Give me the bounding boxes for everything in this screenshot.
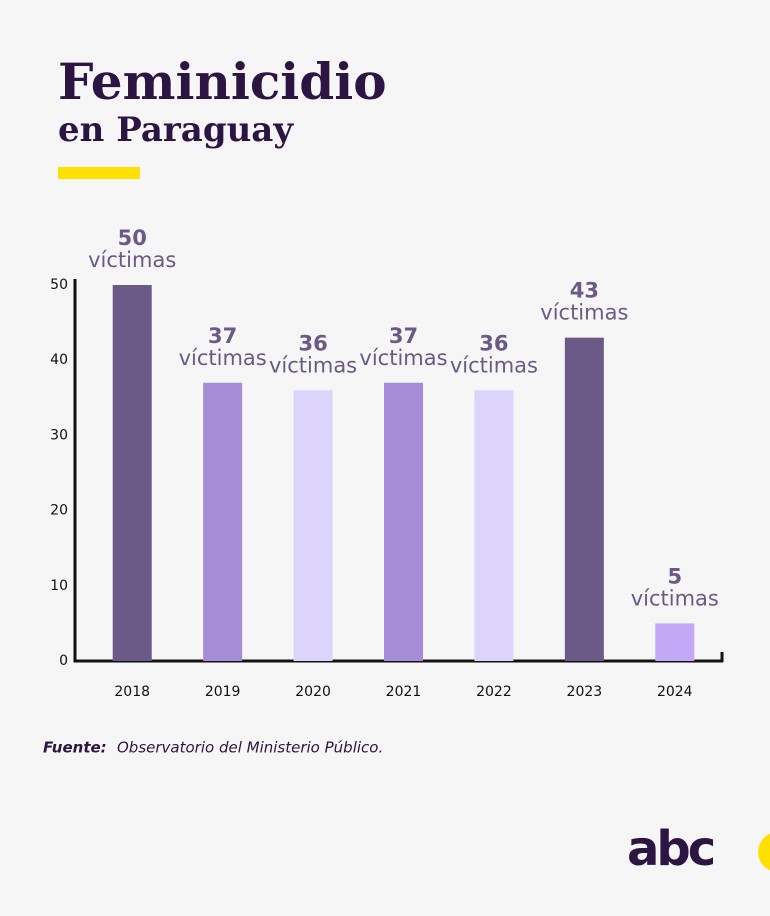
bar [474,390,514,661]
value-unit: víctimas [450,353,538,377]
y-tick-label: 40 [50,352,68,368]
y-tick-label: 50 [50,277,68,293]
x-tick-label: 2024 [657,684,693,700]
x-tick-label: 2018 [114,684,150,700]
value-label: 37 [389,324,418,348]
accent-bar [58,167,140,179]
source-text: Observatorio del Ministerio Público. [117,739,383,757]
chart-subtitle: en Paraguay [58,110,294,150]
x-tick-label: 2020 [295,684,331,700]
bar [293,390,333,661]
y-tick-label: 30 [50,427,68,443]
x-tick-label: 2022 [476,684,512,700]
x-tick-label: 2021 [386,684,422,700]
y-tick-label: 20 [50,503,68,519]
value-label: 5 [667,564,682,588]
value-unit: víctimas [359,346,447,370]
bar [112,285,152,661]
x-tick-label: 2019 [205,684,241,700]
bar [384,382,423,661]
value-label: 43 [570,279,599,303]
value-unit: víctimas [631,586,719,610]
bar [655,623,695,661]
value-unit: víctimas [179,346,267,370]
value-unit: víctimas [540,301,628,325]
x-tick-label: 2023 [567,684,603,700]
logo: abc [627,821,714,877]
logo-dot [758,833,770,871]
value-unit: víctimas [269,353,357,377]
bar [564,337,604,661]
value-label: 37 [208,324,237,348]
value-label: 50 [118,226,147,250]
source-label: Fuente: [43,739,107,757]
chart-title: Feminicidio [58,52,387,111]
value-label: 36 [298,331,327,355]
value-unit: víctimas [88,248,176,272]
value-label: 36 [479,331,508,355]
y-tick-label: 0 [59,653,68,669]
y-tick-label: 10 [50,578,68,594]
bar [203,382,243,661]
